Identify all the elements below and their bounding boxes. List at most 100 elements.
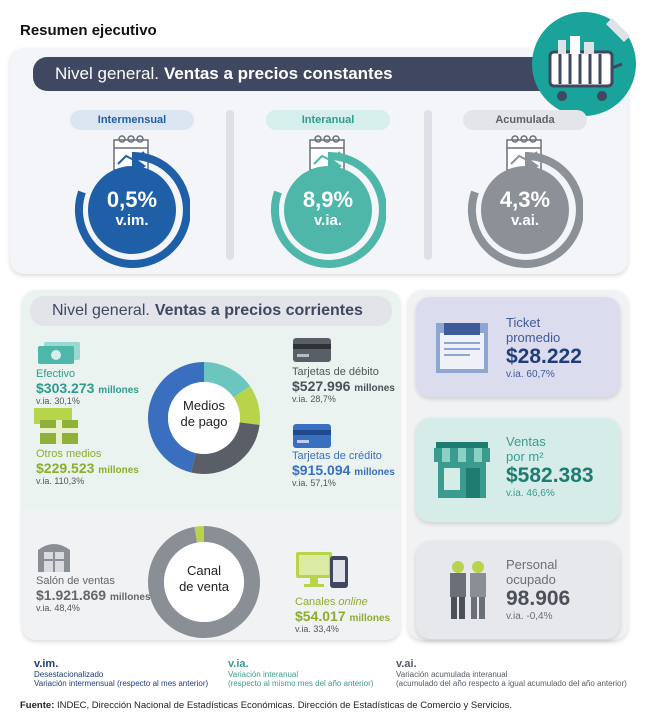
indicator-disc bbox=[284, 166, 372, 254]
page-title: Resumen ejecutivo bbox=[20, 22, 157, 39]
ventas-label-2: por m² bbox=[506, 449, 544, 464]
legend-via: v.ia. Variación interanual (respecto al … bbox=[228, 658, 398, 688]
indicator-label-pill: Acumulada bbox=[463, 110, 587, 130]
otros-label: Otros medios bbox=[36, 448, 102, 460]
credit-card-icon bbox=[293, 424, 331, 448]
otros-medios-block: Otros medios $229.523 millones v.ia. 110… bbox=[36, 448, 156, 486]
banner-rest: Ventas a precios constantes bbox=[163, 64, 393, 83]
canal-center-line2: de venta bbox=[179, 579, 229, 594]
source-text: INDEC, Dirección Nacional de Estadística… bbox=[54, 700, 513, 711]
credito-label: Tarjetas de crédito bbox=[292, 450, 382, 462]
indicator-value: 4,3% bbox=[499, 187, 551, 212]
personal-label-1: Personal bbox=[506, 557, 558, 572]
debito-block: Tarjetas de débito $527.996 millones v.i… bbox=[292, 366, 400, 404]
indicator-label-pill: Intermensual bbox=[70, 110, 194, 130]
indicator-interanual: Interanual 8,9% v.ia. bbox=[258, 110, 398, 270]
storefront-icon bbox=[38, 544, 70, 572]
current-prices-banner: Nivel general. Ventas a precios corriente… bbox=[30, 296, 392, 326]
salon-label: Salón de ventas bbox=[36, 575, 115, 587]
online-value: $54.017 bbox=[295, 608, 346, 624]
credito-unit: millones bbox=[354, 467, 395, 478]
debito-via: v.ia. 28,7% bbox=[292, 394, 336, 404]
indicator-arrow-head bbox=[328, 156, 342, 176]
shopping-cart-icon bbox=[532, 12, 636, 116]
ventas-label-1: Ventas bbox=[506, 434, 546, 449]
legend-vim-line1: Desestacionalizado bbox=[34, 670, 104, 679]
credito-via: v.ia. 57,1% bbox=[292, 478, 336, 488]
legend-vai: v.ai. Variación acumulada interanual (ac… bbox=[396, 658, 646, 688]
efectivo-value: $303.273 bbox=[36, 380, 95, 396]
column-separator bbox=[226, 110, 234, 260]
banner-prefix: Nivel general. bbox=[55, 64, 159, 83]
indicator-disc bbox=[481, 166, 569, 254]
personal-label-2: ocupado bbox=[506, 572, 556, 587]
legend-via-line2: (respecto al mismo mes del año anterior) bbox=[228, 679, 374, 688]
online-unit: millones bbox=[349, 613, 391, 624]
donut-slice-efectivo bbox=[204, 362, 251, 398]
medios-center-label: Medios de pago bbox=[164, 398, 244, 430]
otros-via: v.ia. 110,3% bbox=[36, 476, 85, 486]
donut-hole bbox=[168, 382, 240, 454]
ticket-value: $28.222 bbox=[506, 345, 582, 368]
salon-via: v.ia. 48,4% bbox=[36, 603, 80, 613]
donut-hole bbox=[164, 542, 244, 622]
online-via: v.ia. 33,4% bbox=[295, 624, 339, 634]
indicator-arrow-arc bbox=[270, 152, 386, 268]
efectivo-label: Efectivo bbox=[36, 368, 76, 380]
indicator-arrow-head bbox=[525, 156, 539, 176]
indicator-ring bbox=[467, 152, 583, 268]
ventas-por-m2-card: Ventas por m² $582.383 v.ia. 46,6% bbox=[416, 418, 620, 522]
personal-ocupado-card: Personal ocupado 98.906 v.ia. -0,4% bbox=[416, 541, 620, 639]
ventas-via: v.ia. 46,6% bbox=[506, 488, 555, 499]
column-separator bbox=[424, 110, 432, 260]
indicator-unit: v.ai. bbox=[510, 212, 540, 229]
debito-value: $527.996 bbox=[292, 378, 351, 394]
cash-icon bbox=[38, 342, 80, 364]
indicator-disc bbox=[88, 166, 176, 254]
efectivo-via: v.ia. 30,1% bbox=[36, 396, 80, 406]
salon-value: $1.921.869 bbox=[36, 587, 107, 603]
ticket-icon bbox=[436, 323, 488, 373]
indicator-arrow-head bbox=[132, 156, 146, 176]
indicator-label-pill: Interanual bbox=[266, 110, 390, 130]
credito-value: $915.094 bbox=[292, 462, 351, 478]
legend-via-title: v.ia. bbox=[228, 658, 249, 670]
indicator-unit: v.ia. bbox=[313, 212, 343, 229]
ventas-value: $582.383 bbox=[506, 464, 594, 487]
banner-rest: Ventas a precios corrientes bbox=[154, 302, 363, 319]
banner-prefix: Nivel general. bbox=[52, 302, 150, 319]
legend-vim-title: v.im. bbox=[34, 658, 59, 670]
online-label-prefix: Canales bbox=[295, 596, 339, 608]
ticket-label-2: promedio bbox=[506, 330, 561, 345]
canal-de-venta-donut bbox=[148, 526, 260, 638]
source-label: Fuente: bbox=[20, 700, 55, 711]
indicator-value: 8,9% bbox=[302, 187, 354, 212]
otros-value: $229.523 bbox=[36, 460, 95, 476]
indicator-arrow-arc bbox=[467, 152, 583, 268]
personal-value: 98.906 bbox=[506, 587, 571, 610]
awning-store-icon bbox=[434, 442, 490, 498]
shopping-cart-badge bbox=[528, 8, 640, 120]
legend-vai-title: v.ai. bbox=[396, 658, 417, 670]
indicator-arrow-arc bbox=[74, 152, 190, 268]
otros-unit: millones bbox=[98, 465, 139, 476]
legend-vim: v.im. Desestacionalizado Variación inter… bbox=[34, 658, 234, 688]
online-devices-icon bbox=[296, 552, 348, 588]
medios-de-pago-donut bbox=[147, 362, 260, 474]
canal-center-label: Canal de venta bbox=[164, 563, 244, 595]
donut-slice-tarjetas-de-cr-dito bbox=[147, 362, 204, 473]
medios-center-line2: de pago bbox=[180, 414, 228, 429]
canal-center-line1: Canal bbox=[187, 563, 221, 578]
indicator-intermensual: Intermensual 0,5% v.im. bbox=[62, 110, 202, 270]
donut-slice-otros-medios bbox=[233, 386, 260, 425]
indicator-value: 0,5% bbox=[106, 187, 158, 212]
salon-block: Salón de ventas $1.921.869 millones v.ia… bbox=[36, 575, 156, 613]
salon-unit: millones bbox=[109, 592, 151, 603]
indicator-ring bbox=[74, 152, 190, 268]
efectivo-unit: millones bbox=[98, 385, 139, 396]
online-block: Canales online $54.017 millones v.ia. 33… bbox=[295, 596, 400, 634]
donut-slice-canales-online bbox=[194, 526, 204, 543]
legend-vai-line2: (acumulado del año respecto a igual acum… bbox=[396, 679, 627, 688]
source-note: Fuente: INDEC, Dirección Nacional de Est… bbox=[20, 700, 512, 711]
debito-unit: millones bbox=[354, 383, 395, 394]
